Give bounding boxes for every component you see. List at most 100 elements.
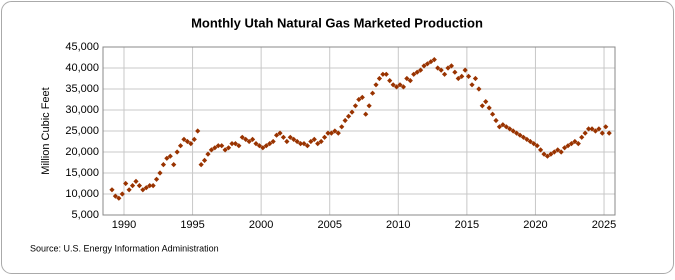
data-point: [363, 111, 369, 117]
data-point: [366, 103, 372, 109]
data-point: [181, 136, 187, 142]
data-point: [318, 138, 324, 145]
data-point: [164, 155, 170, 161]
data-point: [277, 130, 283, 136]
data-point: [267, 141, 273, 147]
data-point: [441, 71, 448, 77]
data-point: [555, 147, 561, 153]
data-point: [150, 183, 156, 189]
data-point: [393, 84, 400, 90]
data-point: [582, 130, 588, 136]
data-point: [459, 73, 465, 79]
data-point: [253, 141, 259, 147]
data-point: [174, 149, 180, 155]
data-point: [503, 124, 509, 130]
data-point: [208, 147, 215, 153]
data-point: [469, 82, 475, 88]
data-point: [407, 78, 413, 84]
data-point: [297, 141, 304, 147]
data-point: [541, 151, 547, 157]
data-point: [129, 183, 136, 189]
data-point: [212, 145, 218, 151]
data-point: [369, 90, 376, 96]
data-point: [229, 141, 235, 147]
data-point: [140, 187, 146, 193]
data-point: [606, 130, 612, 136]
data-point: [479, 103, 485, 109]
y-tick-label: 25,000: [65, 125, 99, 137]
data-point: [496, 124, 503, 130]
data-point: [153, 176, 160, 182]
data-point: [157, 170, 163, 176]
data-point: [414, 69, 420, 75]
x-tick-label: 2015: [455, 219, 479, 231]
data-point: [483, 99, 489, 105]
data-point: [249, 136, 256, 142]
data-point: [325, 130, 331, 136]
y-tick-label: 45,000: [65, 41, 99, 53]
data-point: [232, 141, 239, 147]
data-point: [195, 128, 201, 134]
data-point: [476, 86, 482, 92]
data-point: [534, 143, 540, 149]
data-point: [462, 67, 468, 73]
data-point: [452, 69, 458, 75]
data-point: [339, 124, 345, 130]
data-point: [561, 145, 568, 151]
data-point: [572, 138, 578, 145]
data-point: [171, 162, 177, 168]
data-point: [119, 191, 125, 197]
data-point: [592, 128, 599, 134]
data-point: [133, 178, 139, 184]
data-point: [219, 143, 225, 149]
data-point: [352, 103, 359, 109]
data-point: [411, 71, 417, 77]
data-point: [260, 145, 266, 151]
data-point: [486, 105, 492, 111]
data-point: [431, 57, 437, 63]
data-point: [565, 143, 571, 149]
data-point: [417, 67, 424, 73]
data-point: [520, 134, 527, 140]
data-point: [236, 143, 242, 149]
data-point: [335, 130, 341, 136]
y-tick-label: 15,000: [65, 167, 99, 179]
data-point: [301, 141, 307, 147]
data-point: [373, 82, 379, 88]
x-tick-label: 2025: [592, 219, 616, 231]
data-point: [191, 136, 197, 142]
data-point: [256, 143, 263, 149]
data-point: [568, 141, 575, 147]
data-point: [513, 130, 520, 136]
data-point: [116, 195, 122, 201]
data-point: [246, 138, 252, 145]
data-point: [400, 84, 407, 90]
data-point: [507, 126, 513, 132]
data-point: [548, 151, 554, 157]
data-point: [311, 136, 317, 142]
data-point: [387, 78, 393, 84]
data-point: [280, 134, 287, 140]
chart-title: Monthly Utah Natural Gas Marketed Produc…: [191, 15, 483, 30]
data-point: [404, 75, 410, 82]
data-point: [524, 136, 530, 142]
data-point: [243, 136, 249, 142]
data-point: [225, 145, 232, 151]
data-point: [376, 75, 383, 82]
data-point: [448, 63, 455, 69]
data-point: [342, 117, 348, 124]
x-tick-label: 1995: [180, 219, 204, 231]
data-point: [328, 130, 335, 136]
data-point: [390, 82, 396, 88]
data-point: [263, 143, 269, 149]
data-point: [177, 143, 184, 149]
data-point: [472, 75, 479, 82]
y-tick-label: 5,000: [71, 209, 99, 221]
data-point: [435, 65, 441, 71]
data-point: [304, 143, 311, 149]
x-tick-label: 1990: [112, 219, 136, 231]
data-point: [349, 109, 355, 115]
data-point: [445, 65, 451, 71]
data-point: [315, 141, 321, 147]
data-point: [359, 94, 365, 100]
